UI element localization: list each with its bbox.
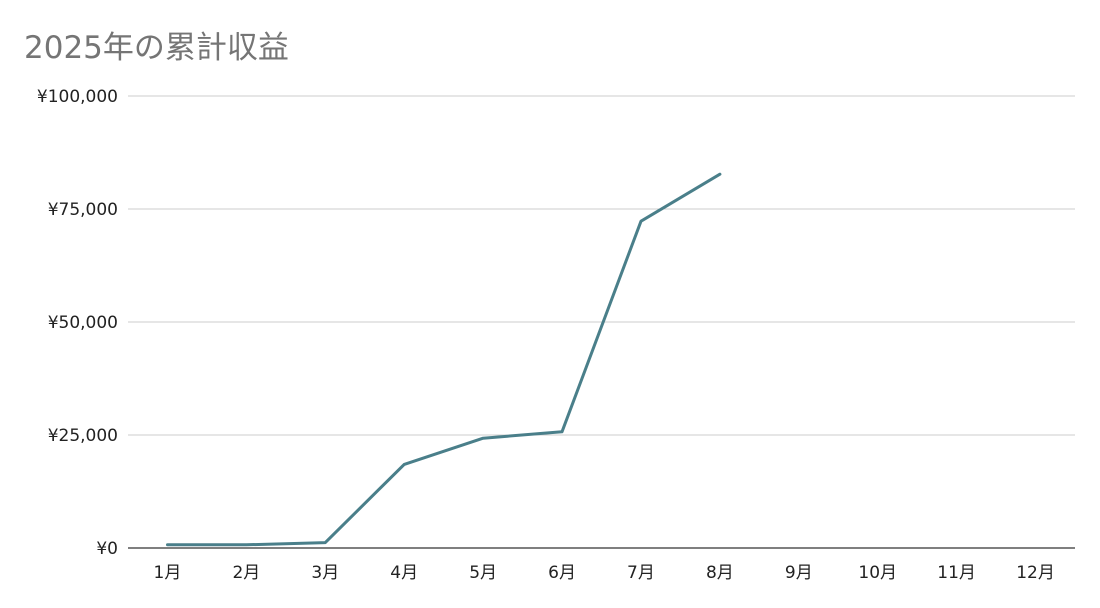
y-tick-label: ¥25,000 bbox=[48, 426, 118, 446]
y-tick-label: ¥100,000 bbox=[37, 87, 118, 107]
gridlines bbox=[128, 95, 1075, 436]
data-point bbox=[482, 437, 485, 440]
series-layer bbox=[166, 172, 722, 547]
data-point bbox=[561, 430, 564, 433]
chart-title: 2025年の累計収益 bbox=[24, 30, 289, 66]
x-tick-label: 12月 bbox=[1016, 563, 1055, 583]
x-tick-label: 9月 bbox=[785, 563, 813, 583]
series-line bbox=[166, 172, 722, 547]
data-point bbox=[403, 463, 406, 466]
data-point bbox=[718, 173, 721, 176]
x-tick-label: 7月 bbox=[627, 563, 655, 583]
data-point bbox=[639, 220, 642, 223]
x-tick-label: 11月 bbox=[937, 563, 976, 583]
x-tick-label: 3月 bbox=[311, 563, 339, 583]
x-tick-label: 6月 bbox=[548, 563, 576, 583]
data-point bbox=[166, 543, 169, 546]
x-tick-label: 2月 bbox=[232, 563, 260, 583]
x-tick-label: 10月 bbox=[858, 563, 897, 583]
data-point bbox=[245, 543, 248, 546]
x-tick-label: 8月 bbox=[706, 563, 734, 583]
data-point bbox=[324, 541, 327, 544]
y-tick-label: ¥0 bbox=[96, 539, 118, 559]
x-axis-tick-labels: 1月 2月 3月 4月 5月 6月 7月 8月 9月 10月 11月 12月 bbox=[154, 563, 1055, 583]
x-tick-label: 1月 bbox=[154, 563, 182, 583]
x-tick-label: 4月 bbox=[390, 563, 418, 583]
x-tick-label: 5月 bbox=[469, 563, 497, 583]
y-tick-label: ¥75,000 bbox=[48, 200, 118, 220]
y-tick-label: ¥50,000 bbox=[48, 313, 118, 333]
y-axis-tick-labels: ¥0 ¥25,000 ¥50,000 ¥75,000 ¥100,000 bbox=[37, 87, 118, 559]
